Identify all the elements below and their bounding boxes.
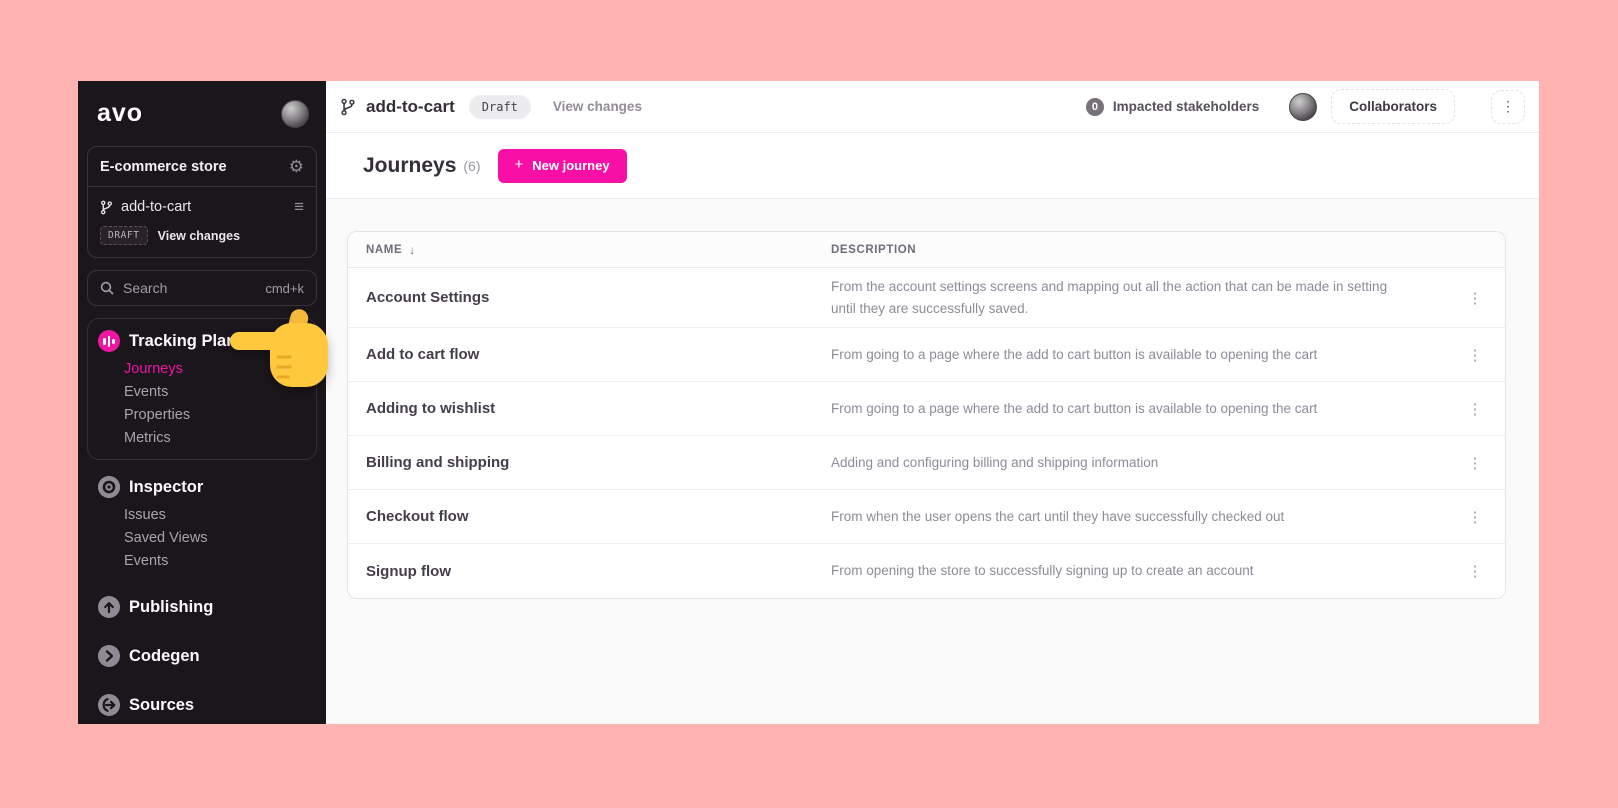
impacted-label: Impacted stakeholders [1112,99,1260,114]
sources-icon [98,694,120,716]
git-branch-icon [101,200,112,214]
collaborators-button[interactable]: Collaborators [1331,89,1455,124]
app-window: avo E-commerce store ⚙ add-to-cart ≡ DRA… [78,81,1539,724]
gear-icon[interactable]: ⚙ [288,157,304,176]
journey-name: Account Settings [366,289,490,307]
sidebar-item-journeys[interactable]: Journeys [124,361,183,377]
impacted-count-badge: 0 [1085,97,1104,116]
search-shortcut: cmd+k [265,280,304,296]
user-avatar[interactable] [281,99,309,128]
page-count: (6) [463,157,481,174]
journey-description: From when the user opens the cart until … [831,508,1285,524]
journey-name: Add to cart flow [366,346,480,364]
journey-name: Checkout flow [366,508,469,526]
search-icon [100,281,114,295]
draft-status-badge: Draft [468,94,531,119]
sidebar-branch-row[interactable]: add-to-cart ≡ [100,197,304,217]
git-branch-icon [341,98,355,115]
journey-description: From going to a page where the add to ca… [831,400,1318,416]
sidebar-item-properties[interactable]: Properties [124,407,191,423]
draft-badge: DRAFT [100,226,148,245]
tracking-plan-section: Tracking Plan ⚠ 2 Journeys Events Proper… [87,318,317,460]
inspector-header[interactable]: Inspector [98,476,306,498]
sidebar-item-issues[interactable]: Issues [124,507,166,523]
journey-description: From opening the store to successfully s… [831,563,1254,579]
workspace-card: E-commerce store ⚙ add-to-cart ≡ DRAFT V… [87,146,317,258]
sources-label: Sources [129,695,195,714]
new-journey-button[interactable]: + New journey [497,148,627,183]
table-row[interactable]: Add to cart flow From going to a page wh… [348,328,1505,383]
row-menu-button[interactable]: ⋮ [1445,400,1505,418]
inspector-label: Inspector [129,477,204,496]
publishing-label: Publishing [129,597,214,616]
journey-description: Adding and configuring billing and shipp… [831,454,1159,470]
sidebar-item-metrics[interactable]: Metrics [124,430,171,446]
kebab-icon: ⋮ [1467,508,1483,526]
kebab-icon: ⋮ [1467,400,1483,418]
sidebar-item-saved-views[interactable]: Saved Views [124,530,208,546]
sidebar-item-sources[interactable]: Sources [87,694,317,716]
search-placeholder: Search [123,280,168,296]
page-header: Journeys (6) + New journey [326,133,1539,199]
tracking-plan-icon [98,330,120,352]
kebab-icon: ⋮ [1467,346,1483,364]
topbar: add-to-cart Draft View changes 0 Impacte… [326,81,1539,133]
table-row[interactable]: Billing and shipping Adding and configur… [348,436,1505,491]
sidebar-item-inspector-events[interactable]: Events [124,553,169,569]
row-menu-button[interactable]: ⋮ [1445,508,1505,526]
pointing-finger-emoji [230,305,338,404]
journey-name: Adding to wishlist [366,400,496,418]
journey-name: Signup flow [366,562,451,580]
codegen-icon [98,645,120,667]
table-row[interactable]: Signup flow From opening the store to su… [348,544,1505,599]
table-header: NAME ↓ DESCRIPTION [348,232,1505,268]
sidebar-branch-name: add-to-cart [121,199,192,215]
impacted-stakeholders[interactable]: 0 Impacted stakeholders [1085,97,1260,116]
workspace-row[interactable]: E-commerce store ⚙ [88,147,316,187]
column-header-description: DESCRIPTION [831,243,917,256]
kebab-icon: ⋮ [1501,98,1515,114]
inspector-section: Inspector Issues Saved Views Events [87,476,317,569]
view-changes-link[interactable]: View changes [552,99,642,114]
journey-name: Billing and shipping [366,454,510,472]
page-title: Journeys [363,153,457,177]
column-header-name[interactable]: NAME ↓ [366,242,416,257]
branch-title: add-to-cart [366,96,455,116]
row-menu-button[interactable]: ⋮ [1445,346,1505,364]
content-area: NAME ↓ DESCRIPTION Account Settings From… [326,199,1539,724]
journey-description: From going to a page where the add to ca… [831,346,1318,362]
kebab-icon: ⋮ [1467,289,1483,307]
search-input[interactable]: Search cmd+k [87,270,317,306]
workspace-name: E-commerce store [100,158,227,175]
sidebar: avo E-commerce store ⚙ add-to-cart ≡ DRA… [78,81,328,724]
kebab-icon: ⋮ [1467,454,1483,472]
table-row[interactable]: Adding to wishlist From going to a page … [348,382,1505,437]
codegen-label: Codegen [129,646,200,665]
more-options-button[interactable]: ⋮ [1491,89,1525,124]
row-menu-button[interactable]: ⋮ [1445,289,1505,307]
new-journey-label: New journey [532,157,610,173]
table-row[interactable]: Account Settings From the account settin… [348,268,1505,329]
hamburger-icon[interactable]: ≡ [294,197,304,216]
journeys-table: NAME ↓ DESCRIPTION Account Settings From… [347,231,1506,600]
journey-description: From the account settings screens and ma… [831,279,1388,316]
publishing-icon [98,596,120,618]
row-menu-button[interactable]: ⋮ [1445,454,1505,472]
row-menu-button[interactable]: ⋮ [1445,562,1505,580]
avo-logo: avo [97,99,144,127]
sidebar-item-publishing[interactable]: Publishing [87,596,317,618]
sort-descending-icon: ↓ [409,242,416,257]
view-changes-link[interactable]: View changes [157,228,241,243]
kebab-icon: ⋮ [1467,563,1483,581]
tracking-plan-label: Tracking Plan [129,331,237,350]
sidebar-item-events[interactable]: Events [124,384,169,400]
main-area: add-to-cart Draft View changes 0 Impacte… [326,81,1539,724]
sidebar-item-codegen[interactable]: Codegen [87,645,317,667]
table-row[interactable]: Checkout flow From when the user opens t… [348,490,1505,545]
collaborator-avatar[interactable] [1289,92,1318,121]
inspector-icon [98,476,120,498]
